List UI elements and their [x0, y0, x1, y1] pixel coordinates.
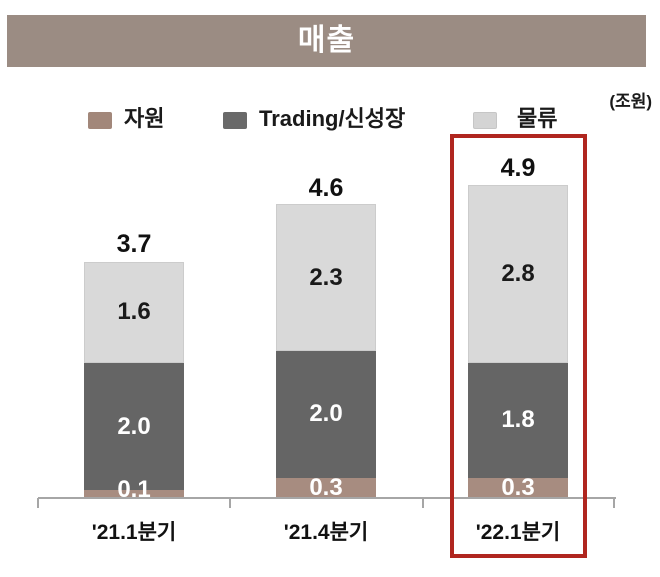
legend-label-trading: Trading/신성장: [259, 106, 406, 131]
value-label-resources-22q1: 0.3: [501, 474, 535, 501]
axis-tick: [422, 498, 424, 508]
axis-tick: [229, 498, 231, 508]
segment-resources-21q1: [84, 490, 184, 497]
legend-swatch-logistics: [473, 112, 497, 129]
axis-tick: [613, 498, 615, 508]
chart-title-banner: 매출: [7, 15, 646, 67]
total-label-21q4: 4.6: [308, 174, 344, 202]
segment-trading-22q1: [468, 363, 568, 478]
x-axis-line: [38, 497, 616, 499]
segment-resources-22q1: [468, 478, 568, 497]
segment-trading-21q4: [276, 351, 376, 478]
axis-tick: [37, 498, 39, 508]
segment-logistics-22q1: [468, 185, 568, 363]
value-label-logistics-21q4: 2.3: [309, 264, 343, 291]
highlight-box-22q1: [450, 134, 587, 558]
segment-resources-21q4: [276, 478, 376, 497]
segment-logistics-21q4: [276, 204, 376, 351]
total-label-22q1: 4.9: [500, 154, 536, 182]
value-label-logistics-21q1: 1.6: [117, 298, 151, 325]
value-label-trading-22q1: 1.8: [501, 406, 535, 433]
segment-logistics-21q1: [84, 262, 184, 363]
legend-label-logistics: 물류: [517, 106, 558, 131]
total-label-21q1: 3.7: [116, 230, 152, 258]
unit-label: (조원): [609, 92, 652, 111]
value-label-resources-21q4: 0.3: [309, 474, 343, 501]
category-label-21q4: '21.4분기: [283, 521, 369, 544]
category-label-22q1: '22.1분기: [475, 521, 561, 544]
legend-swatch-trading: [223, 112, 247, 129]
segment-trading-21q1: [84, 363, 184, 490]
legend-swatch-resources: [88, 112, 112, 129]
value-label-logistics-22q1: 2.8: [501, 260, 535, 287]
value-label-trading-21q1: 2.0: [117, 413, 151, 440]
legend-label-resources: 자원: [124, 106, 165, 131]
category-label-21q1: '21.1분기: [91, 521, 177, 544]
value-label-trading-21q4: 2.0: [309, 400, 343, 427]
